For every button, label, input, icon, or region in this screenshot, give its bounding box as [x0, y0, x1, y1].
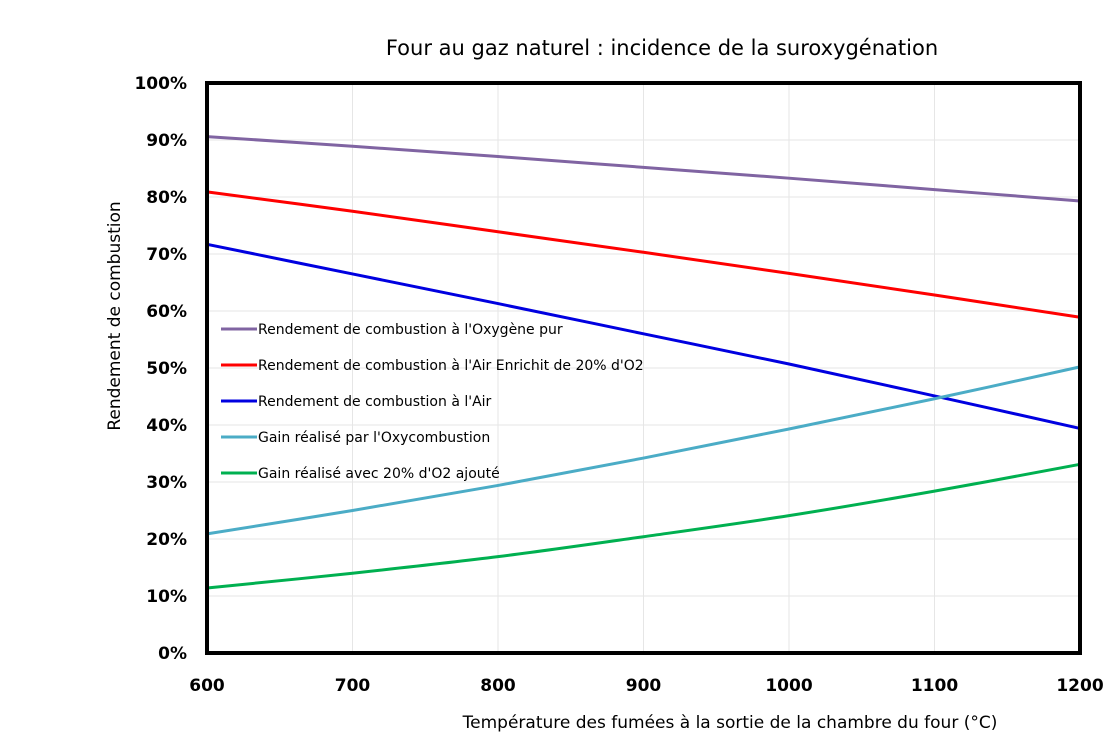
- legend-label: Rendement de combustion à l'Oxygène pur: [258, 322, 563, 338]
- x-tick-label: 600: [189, 676, 225, 696]
- y-tick-label: 50%: [146, 359, 187, 379]
- series-line-2: [206, 190, 1081, 319]
- x-axis-ticks: 600 700 800 900 1000 1100 1200: [189, 676, 1104, 696]
- y-tick-label: 80%: [146, 188, 187, 208]
- y-tick-label: 60%: [146, 302, 187, 322]
- y-tick-label: 0%: [158, 644, 187, 664]
- legend-label: Gain réalisé avec 20% d'O2 ajouté: [258, 466, 500, 482]
- x-tick-label: 1000: [765, 676, 812, 696]
- plot-frame: [205, 81, 1082, 655]
- y-tick-label: 90%: [146, 131, 187, 151]
- x-tick-label: 800: [480, 676, 516, 696]
- y-tick-label: 70%: [146, 245, 187, 265]
- legend-label: Rendement de combustion à l'Air Enrichit…: [258, 358, 644, 374]
- y-tick-label: 30%: [146, 473, 187, 493]
- x-tick-label: 700: [335, 676, 371, 696]
- series-line-1: [206, 135, 1081, 203]
- chart-title: Four au gaz naturel : incidence de la su…: [386, 36, 938, 60]
- series-layer: [206, 135, 1081, 590]
- y-tick-label: 40%: [146, 416, 187, 436]
- legend: Rendement de combustion à l'Oxygène pur R…: [221, 322, 644, 482]
- legend-label: Gain réalisé par l'Oxycombustion: [258, 430, 490, 446]
- x-axis-label: Température des fumées à la sortie de la…: [462, 713, 998, 733]
- y-tick-label: 20%: [146, 530, 187, 550]
- x-tick-label: 1100: [911, 676, 958, 696]
- y-axis-label: Rendement de combustion: [105, 201, 125, 430]
- series-line-4: [206, 365, 1081, 536]
- x-tick-label: 900: [626, 676, 662, 696]
- x-tick-label: 1200: [1056, 676, 1103, 696]
- y-axis-ticks: 0% 10% 20% 30% 40% 50% 60% 70% 80% 90% 100%: [134, 74, 187, 664]
- legend-label: Rendement de combustion à l'Air: [258, 394, 492, 410]
- y-tick-label: 10%: [146, 587, 187, 607]
- y-tick-label: 100%: [134, 74, 187, 94]
- series-line-3: [206, 242, 1081, 430]
- series-line-5: [206, 462, 1081, 590]
